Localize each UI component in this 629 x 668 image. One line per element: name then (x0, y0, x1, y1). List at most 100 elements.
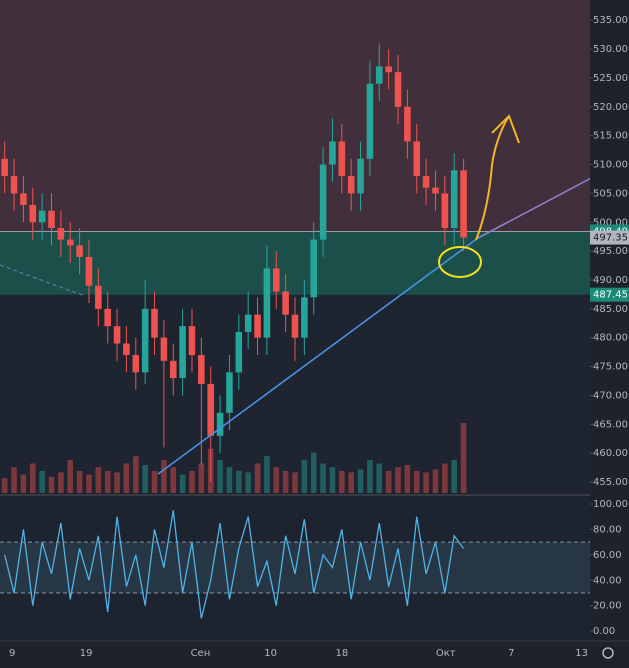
y-tick-label: 460.00 (593, 448, 628, 459)
volume-bar (29, 463, 36, 493)
candle-body (366, 83, 374, 159)
volume-bar (339, 470, 345, 493)
y-tick-label: 490.00 (593, 275, 628, 286)
y-tick-label: 465.00 (593, 419, 628, 430)
x-tick-label: 9 (9, 648, 15, 659)
candle-body (329, 141, 336, 165)
volume-bar (39, 470, 45, 493)
candle-body (57, 228, 65, 240)
price-tag (590, 230, 629, 245)
candle-body (132, 355, 140, 373)
candle-body (198, 355, 205, 384)
candle-body (460, 170, 467, 238)
oscillator-line (4, 510, 465, 619)
candle-body (404, 106, 411, 142)
y-tick-label: 520.00 (593, 102, 628, 113)
candle-body (338, 141, 346, 177)
volume-bar (460, 423, 467, 493)
volume-bar (95, 467, 102, 493)
arrow (475, 114, 520, 241)
candle-body (226, 372, 233, 413)
candle-body (29, 204, 37, 223)
volume-bar (376, 463, 383, 493)
volume-bar (385, 470, 392, 493)
candle-body (432, 187, 439, 194)
settings-icon[interactable] (602, 647, 614, 659)
volume-bar (161, 459, 167, 493)
dashed-ray (0, 264, 86, 297)
volume-bar (198, 463, 205, 493)
osc-y-tick-label: 100.00 (593, 499, 628, 510)
volume-bar (189, 470, 195, 493)
candle-body (10, 176, 18, 194)
candle-body (310, 239, 318, 298)
volume-bar (142, 465, 148, 493)
y-tick-label: 505.00 (593, 188, 628, 199)
volume-bar (310, 452, 317, 493)
y-tick-label: 535.00 (593, 15, 628, 26)
osc-y-tick-label: 0.00 (593, 626, 615, 637)
price-axis-bg (590, 0, 629, 640)
x-tick-label: 10 (264, 648, 277, 659)
volume-bar (67, 459, 74, 493)
candle-body (48, 210, 55, 229)
volume-bar (329, 467, 336, 493)
volume-bar (151, 470, 158, 493)
volume-bar (395, 467, 401, 493)
y-tick-label: 475.00 (593, 362, 628, 373)
volume-bar (273, 467, 280, 493)
candle-body (235, 331, 243, 373)
candle-body (20, 193, 27, 205)
volume-bar (404, 465, 411, 493)
price-tag-label: 497.35 (593, 233, 628, 244)
x-tick-label: Окт (436, 648, 456, 659)
volume-bar (11, 467, 17, 493)
x-tick-label: 19 (80, 648, 93, 659)
y-tick-label: 500.00 (593, 217, 628, 228)
volume-bar (86, 474, 92, 493)
candle-body (151, 308, 158, 338)
y-tick-label: 485.00 (593, 304, 628, 315)
volume-bar (432, 469, 439, 493)
candle-body (160, 337, 168, 361)
volume-bar (367, 459, 373, 493)
volume-bar (320, 463, 326, 493)
candle-body (38, 210, 46, 223)
volume-bar (264, 456, 270, 493)
candle-body (244, 314, 252, 332)
candle-body (66, 239, 74, 246)
candle-body (385, 66, 392, 73)
candle-body (357, 158, 364, 194)
volume-bar (217, 459, 223, 493)
volume-bar (20, 474, 27, 493)
y-tick-label: 455.00 (593, 477, 628, 488)
volume-bar (123, 463, 130, 493)
candle-body (169, 360, 177, 379)
candle-body (179, 326, 186, 379)
volume-bar (254, 463, 261, 493)
candle-body (422, 176, 430, 188)
osc-band-fill (0, 542, 590, 593)
candle-body (413, 141, 421, 177)
volume-bar (357, 469, 364, 493)
upper-region (0, 0, 590, 232)
candle-body (450, 170, 458, 229)
volume-bar (301, 459, 308, 493)
volume-bar (1, 478, 8, 493)
x-tick-label: 7 (508, 648, 514, 659)
candle-body (394, 72, 402, 107)
volume-bar (282, 470, 289, 493)
candle-body (301, 297, 308, 338)
volume-bar (413, 470, 420, 493)
candle-body (76, 245, 83, 257)
osc-y-tick-label: 80.00 (593, 524, 622, 535)
candle-body (441, 193, 449, 229)
candle-body (291, 314, 299, 338)
candle-body (272, 268, 280, 292)
volume-bar (114, 472, 120, 493)
osc-y-tick-label: 20.00 (593, 601, 622, 612)
volume-bar (48, 476, 55, 493)
volume-bar (245, 472, 251, 493)
candle-body (263, 268, 271, 338)
